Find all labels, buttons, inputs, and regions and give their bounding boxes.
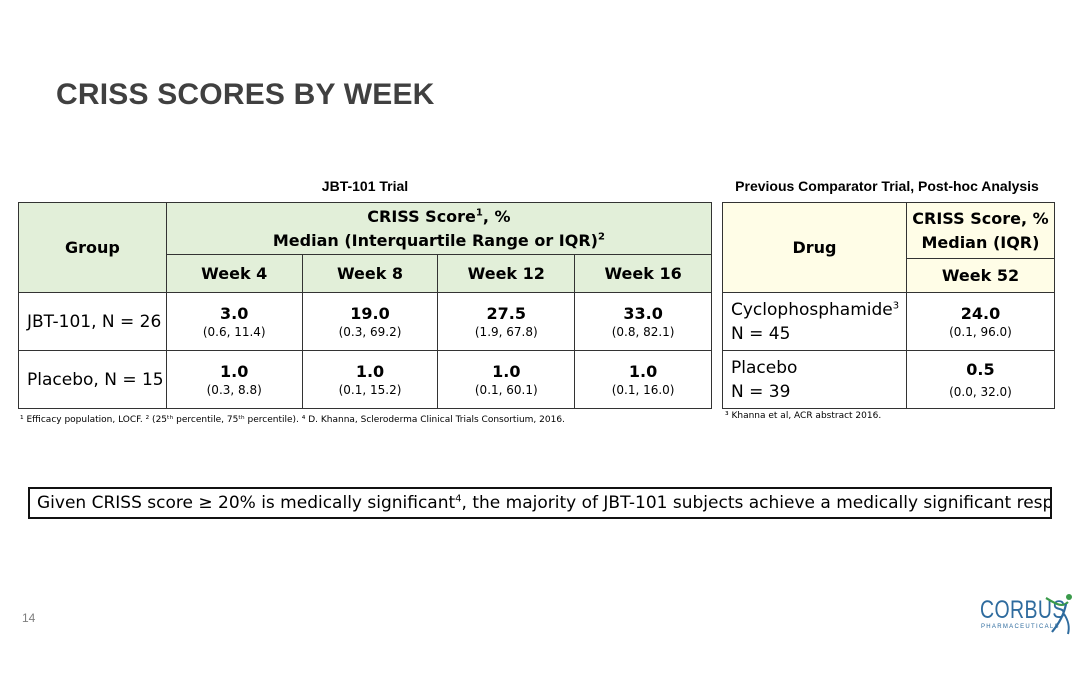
iqr-value: (0.1, 16.0) (611, 382, 675, 397)
median-value: 33.0 (623, 303, 663, 323)
banner-text-start: Given CRISS score ≥ 20% is medically sig… (37, 493, 456, 513)
comparator-score-label: CRISS Score, % (912, 208, 1049, 228)
drug-n: N = 45 (731, 323, 791, 344)
median-value: 24.0 (960, 303, 1001, 323)
iqr-value: (1.9, 67.8) (474, 324, 538, 339)
left-table-caption: JBT-101 Trial (321, 178, 409, 194)
table-row: Placebo, N = 15 1.0 (0.3, 8.8) 1.0 (0.1, 1… (18, 350, 712, 409)
comparator-table: Drug CRISS Score, % Median (IQR) Week 52… (722, 202, 1056, 409)
table-cell: 19.0 (0.3, 69.2) (301, 292, 439, 351)
table-cell: 1.0 (0.3, 8.8) (165, 350, 303, 409)
banner-text-end: , the majority of JBT-101 subjects achie… (461, 493, 1052, 513)
iqr-value: (0.3, 8.8) (206, 382, 262, 397)
table-cell: 1.0 (0.1, 60.1) (437, 350, 576, 409)
right-table-caption: Previous Comparator Trial, Post-hoc Anal… (735, 178, 1039, 194)
median-value: 27.5 (486, 303, 527, 323)
week-4-header: Week 4 (165, 254, 303, 293)
footnote-ref-4: 4 (455, 493, 462, 505)
page-number: 14 (22, 611, 36, 625)
median-value: 3.0 (220, 303, 249, 323)
criss-score-label: CRISS Score (367, 206, 476, 226)
iqr-value: (0.1, 60.1) (474, 382, 538, 397)
logo-subtitle: PHARMACEUTICALS (981, 624, 1060, 630)
drug-n: N = 39 (731, 381, 791, 402)
table-row: Cyclophosphamide3 N = 45 24.0 (0.1, 96.0) (722, 292, 1056, 351)
drug-header: Drug (722, 202, 907, 293)
median-value: 1.0 (492, 361, 521, 381)
left-footnote: ¹ Efficacy population, LOCF. ² (25ᵗʰ per… (20, 415, 565, 425)
footnote-ref-2: 2 (597, 231, 605, 243)
median-value: 0.5 (966, 359, 995, 379)
table-row: Placebo N = 39 0.5 (0.0, 32.0) (722, 350, 1056, 409)
iqr-value: (0.0, 32.0) (949, 384, 1012, 399)
median-iqr-label: Median (Interquartile Range or IQR) (272, 230, 598, 250)
median-value: 1.0 (355, 361, 385, 381)
footnote-ref-1: 1 (475, 207, 483, 219)
table-cell: 24.0 (0.1, 96.0) (905, 292, 1056, 351)
iqr-value: (0.3, 69.2) (338, 324, 402, 339)
iqr-value: (0.6, 11.4) (202, 324, 266, 339)
median-value: 1.0 (220, 361, 249, 381)
iqr-value: (0.1, 96.0) (949, 324, 1012, 339)
corbus-logo: CORBUS PHARMACEUTICALS (978, 590, 1078, 640)
logo-figure-icon (1045, 594, 1072, 635)
table-cell: 3.0 (0.6, 11.4) (165, 292, 303, 351)
week-12-header: Week 12 (437, 254, 576, 293)
jbt-101-table: Group CRISS Score1, % Median (Interquart… (18, 202, 713, 409)
comparator-score-header: CRISS Score, % Median (IQR) (905, 202, 1056, 259)
drug-name: Placebo (731, 357, 798, 378)
week-8-header: Week 8 (301, 254, 439, 293)
criss-score-header: CRISS Score1, % Median (Interquartile Ra… (165, 202, 713, 255)
table-row: JBT-101, N = 26 3.0 (0.6, 11.4) 19.0 (0.3,… (18, 292, 712, 351)
table-cell: 1.0 (0.1, 15.2) (301, 350, 439, 409)
week-16-header: Week 16 (574, 254, 712, 293)
row-label: JBT-101, N = 26 (18, 292, 167, 351)
drug-label: Cyclophosphamide3 N = 45 (722, 292, 907, 351)
criss-score-unit: , % (482, 206, 511, 226)
drug-label: Placebo N = 39 (722, 350, 907, 409)
table-cell: 33.0 (0.8, 82.1) (574, 292, 712, 351)
median-value: 1.0 (628, 361, 658, 381)
drug-name: Cyclophosphamide (731, 299, 893, 320)
table-cell: 27.5 (1.9, 67.8) (437, 292, 576, 351)
table-cell: 1.0 (0.1, 16.0) (574, 350, 712, 409)
page-title: CRISS SCORES BY WEEK (56, 78, 435, 111)
median-value: 19.0 (350, 303, 390, 323)
row-label: Placebo, N = 15 (18, 350, 167, 409)
group-header: Group (18, 202, 167, 293)
table-cell: 0.5 (0.0, 32.0) (905, 350, 1056, 409)
iqr-value: (0.1, 15.2) (338, 382, 402, 397)
conclusion-banner: Given CRISS score ≥ 20% is medically sig… (28, 487, 1052, 519)
right-footnote: ³ Khanna et al, ACR abstract 2016. (725, 411, 882, 421)
footnote-ref-3: 3 (892, 299, 900, 311)
iqr-value: (0.8, 82.1) (611, 324, 675, 339)
week-52-header: Week 52 (905, 258, 1056, 293)
comparator-median-label: Median (IQR) (921, 232, 1040, 252)
